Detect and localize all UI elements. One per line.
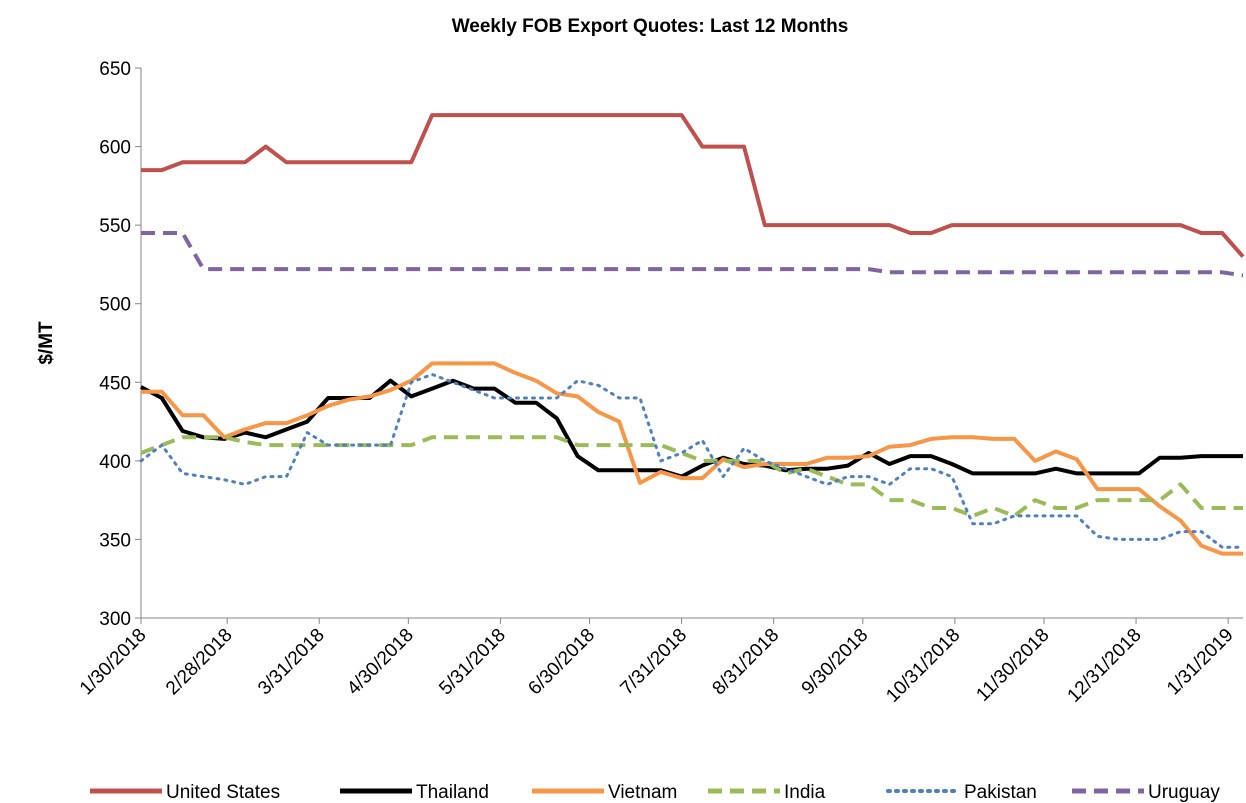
y-tick-label: 600	[99, 138, 131, 159]
series-line	[141, 113, 1245, 258]
y-tick-label: 350	[99, 530, 131, 551]
legend-label: India	[784, 782, 826, 803]
x-tick-label: 9/30/2018	[798, 625, 873, 700]
y-tick-label: 300	[99, 609, 131, 630]
x-tick-label: 2/28/2018	[162, 625, 237, 700]
x-tick-label: 4/30/2018	[343, 625, 418, 700]
x-tick-label: 3/31/2018	[254, 625, 329, 700]
legend-label: Pakistan	[964, 782, 1037, 803]
x-tick-label: 11/30/2018	[972, 625, 1053, 706]
series-line	[140, 435, 1243, 518]
series-line	[141, 361, 1243, 556]
y-tick-label: 450	[99, 373, 131, 394]
x-tick-label: 7/31/2018	[617, 625, 692, 700]
y-tick-label: 500	[99, 295, 131, 316]
x-tick-label: 1/30/2018	[76, 625, 151, 700]
y-tick-label: 550	[99, 216, 131, 237]
y-tick-label: 400	[99, 452, 131, 473]
legend-label: Vietnam	[608, 782, 677, 803]
y-axis-label: $/MT	[36, 321, 57, 365]
chart-title: Weekly FOB Export Quotes: Last 12 Months	[452, 16, 849, 37]
legend-label: Thailand	[416, 782, 489, 803]
x-tick-label: 1/31/2019	[1163, 625, 1238, 700]
x-tick-label: 12/31/2018	[1064, 625, 1146, 707]
series-line	[141, 231, 1244, 278]
legend-label: Uruguay	[1148, 782, 1220, 803]
x-tick-label: 6/30/2018	[524, 625, 599, 700]
series-line	[140, 378, 1243, 479]
legend-label: United States	[166, 782, 280, 803]
x-tick-label: 10/31/2018	[882, 625, 964, 707]
y-tick-label: 650	[99, 59, 131, 80]
series-line	[139, 372, 1245, 549]
x-tick-label: 5/31/2018	[435, 625, 510, 700]
x-tick-label: 8/31/2018	[709, 625, 784, 700]
